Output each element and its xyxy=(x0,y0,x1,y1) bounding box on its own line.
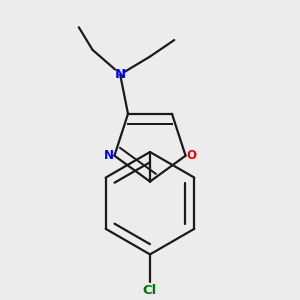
Text: N: N xyxy=(115,68,126,81)
Text: O: O xyxy=(187,149,196,162)
Text: N: N xyxy=(103,149,113,162)
Text: Cl: Cl xyxy=(143,284,157,297)
